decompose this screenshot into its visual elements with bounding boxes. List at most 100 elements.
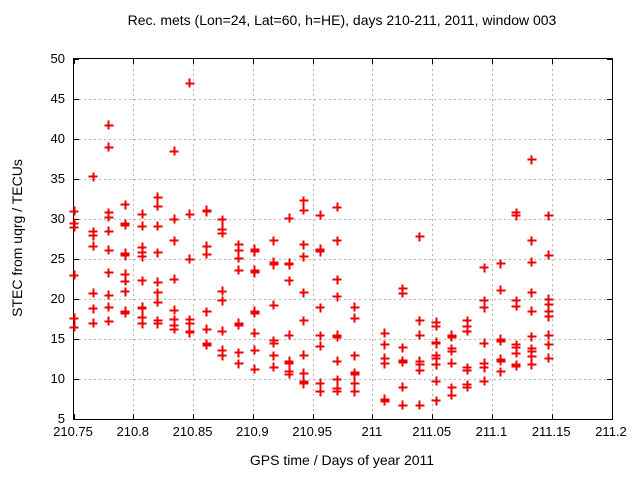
- data-point-marker: [398, 343, 408, 353]
- data-point-marker: [250, 268, 260, 278]
- data-point-marker: [299, 288, 309, 298]
- data-point-marker: [217, 351, 227, 361]
- data-point-marker: [315, 303, 325, 313]
- data-point-marker: [332, 292, 342, 302]
- x-tick-mark: [312, 414, 314, 419]
- data-point-marker: [88, 231, 98, 241]
- data-point-marker: [431, 396, 441, 406]
- y-tick-label: 15: [50, 331, 65, 346]
- data-point-marker: [462, 365, 472, 375]
- data-point-marker: [299, 350, 309, 360]
- data-point-marker: [398, 284, 408, 294]
- data-point-marker: [153, 277, 163, 287]
- data-point-marker: [120, 200, 130, 210]
- y-tick-mark: [607, 58, 612, 60]
- data-point-marker: [479, 376, 489, 386]
- data-point-marker: [284, 260, 294, 270]
- y-tick-mark: [74, 178, 79, 180]
- data-point-marker: [202, 324, 212, 334]
- x-tick-mark: [491, 414, 493, 419]
- data-point-marker: [202, 249, 212, 259]
- data-point-marker: [185, 319, 195, 329]
- data-point-marker: [299, 316, 309, 326]
- data-point-marker: [527, 155, 537, 165]
- x-tick-mark: [551, 59, 553, 64]
- data-point-marker: [315, 387, 325, 397]
- data-point-marker: [104, 316, 114, 326]
- x-tick-mark: [432, 59, 434, 64]
- y-tick-mark: [607, 98, 612, 100]
- data-point-marker: [104, 120, 114, 130]
- gridline-vertical: [133, 59, 135, 419]
- y-tick-mark: [74, 378, 79, 380]
- data-point-marker: [479, 363, 489, 373]
- data-point-marker: [511, 361, 521, 371]
- data-point-marker: [462, 321, 472, 331]
- data-point-marker: [169, 214, 179, 224]
- data-point-marker: [315, 378, 325, 388]
- data-point-marker: [479, 338, 489, 348]
- gridline-vertical: [193, 59, 195, 419]
- data-point-marker: [431, 360, 441, 370]
- data-point-marker: [88, 288, 98, 298]
- y-tick-mark: [74, 98, 79, 100]
- y-tick-mark: [74, 58, 79, 60]
- gridline-horizontal: [74, 378, 612, 380]
- data-point-marker: [137, 252, 147, 262]
- data-point-marker: [447, 390, 457, 400]
- data-point-marker: [269, 362, 279, 372]
- data-point-marker: [299, 379, 309, 389]
- data-point-marker: [185, 78, 195, 88]
- data-point-marker: [431, 339, 441, 349]
- y-tick-label: 40: [50, 131, 65, 146]
- data-point-marker: [104, 142, 114, 152]
- data-point-marker: [137, 304, 147, 314]
- data-point-marker: [350, 369, 360, 379]
- y-tick-mark: [74, 138, 79, 140]
- data-point-marker: [332, 332, 342, 342]
- data-point-marker: [250, 345, 260, 355]
- data-point-marker: [462, 326, 472, 336]
- data-point-marker: [544, 294, 554, 304]
- data-point-marker: [527, 332, 537, 342]
- plot-area: [69, 58, 613, 420]
- chart-title: Rec. mets (Lon=24, Lat=60, h=HE), days 2…: [127, 12, 557, 28]
- data-point-marker: [202, 307, 212, 317]
- x-tick-mark: [551, 414, 553, 419]
- data-point-marker: [169, 305, 179, 315]
- data-point-marker: [398, 400, 408, 410]
- data-point-marker: [315, 247, 325, 257]
- data-point-marker: [350, 313, 360, 323]
- data-point-marker: [88, 304, 98, 314]
- data-point-marker: [447, 332, 457, 342]
- y-tick-mark: [607, 258, 612, 260]
- data-point-marker: [332, 236, 342, 246]
- data-point-marker: [234, 265, 244, 275]
- x-tick-label: 210.9: [236, 424, 269, 439]
- data-point-marker: [153, 201, 163, 211]
- data-point-marker: [350, 302, 360, 312]
- data-point-marker: [202, 241, 212, 251]
- data-point-marker: [202, 207, 212, 217]
- data-point-marker: [153, 319, 163, 329]
- data-point-marker: [447, 383, 457, 393]
- x-tick-mark: [312, 59, 314, 64]
- data-point-marker: [415, 232, 424, 242]
- data-point-marker: [380, 396, 390, 406]
- data-point-marker: [380, 328, 390, 338]
- x-tick-label: 211: [361, 424, 383, 439]
- data-point-marker: [269, 351, 279, 361]
- data-point-marker: [217, 215, 227, 225]
- data-point-marker: [496, 336, 506, 346]
- data-point-marker: [350, 387, 360, 397]
- data-point-marker: [544, 353, 554, 363]
- data-point-marker: [153, 192, 163, 202]
- data-point-marker: [496, 367, 506, 377]
- data-point-marker: [447, 346, 457, 356]
- x-tick-mark: [252, 414, 254, 419]
- data-point-marker: [299, 205, 309, 215]
- y-tick-mark: [607, 138, 612, 140]
- data-point-marker: [137, 312, 147, 322]
- data-point-marker: [88, 172, 98, 182]
- gridline-horizontal: [74, 258, 612, 260]
